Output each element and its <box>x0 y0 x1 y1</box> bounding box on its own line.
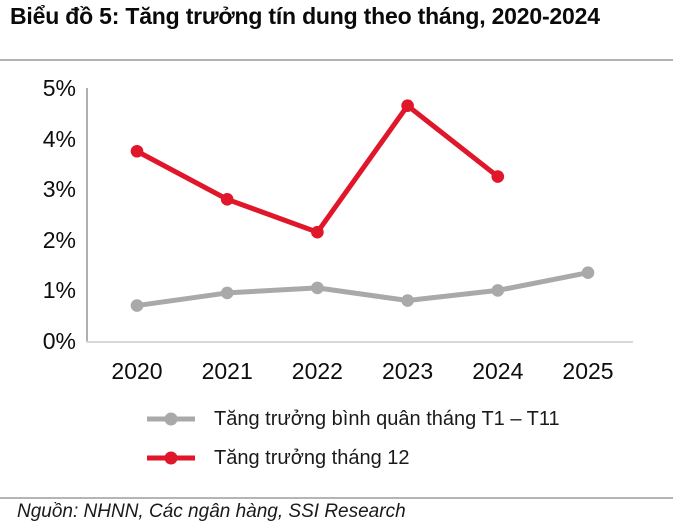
legend-item-december: Tăng trưởng tháng 12 <box>147 445 560 471</box>
legend-item-avg-t1-t11: Tăng trưởng bình quân tháng T1 – T11 <box>147 406 560 432</box>
data-point-marker <box>130 144 144 158</box>
x-axis-tick-label: 2022 <box>291 358 343 384</box>
x-axis-tick-label: 2024 <box>472 358 524 384</box>
y-axis-tick-label: 1% <box>42 277 76 304</box>
chart-legend: Tăng trưởng bình quân tháng T1 – T11 Tăn… <box>147 406 560 471</box>
y-axis-tick-label: 4% <box>42 125 76 152</box>
y-axis-tick-label: 5% <box>42 75 76 101</box>
source-note: Nguồn: NHNN, Các ngân hàng, SSI Research <box>17 501 406 522</box>
series-line-1 <box>134 103 501 235</box>
gray-line-marker-icon <box>147 412 195 426</box>
data-point-marker <box>311 281 324 295</box>
source-divider <box>0 497 673 499</box>
data-point-marker <box>401 99 414 113</box>
data-point-marker <box>130 299 144 312</box>
x-axis-tick-label: 2025 <box>562 358 614 384</box>
page-title: Biểu đồ 5: Tăng trưởng tín dung theo thá… <box>10 3 600 29</box>
y-axis-tick-label: 2% <box>42 226 76 253</box>
legend-label-avg-t1-t11: Tăng trưởng bình quân tháng T1 – T11 <box>214 407 560 430</box>
x-axis-tick-label: 2021 <box>201 358 253 384</box>
y-axis-tick-label: 3% <box>42 176 76 203</box>
y-axis-tick-label: 0% <box>42 328 76 354</box>
data-point-marker <box>491 170 505 183</box>
data-point-marker <box>220 286 234 300</box>
title-divider <box>0 59 673 61</box>
legend-label-december: Tăng trưởng tháng 12 <box>214 446 410 469</box>
series-line-0 <box>134 270 591 309</box>
data-point-marker <box>581 266 595 279</box>
data-point-marker <box>491 284 505 297</box>
data-point-marker <box>220 193 234 206</box>
data-point-marker <box>311 225 324 239</box>
line-chart-canvas <box>86 88 633 343</box>
red-line-marker-icon <box>147 451 195 465</box>
x-axis-tick-label: 2023 <box>382 358 434 384</box>
data-point-marker <box>401 294 414 307</box>
x-axis-tick-label: 2020 <box>111 358 163 384</box>
